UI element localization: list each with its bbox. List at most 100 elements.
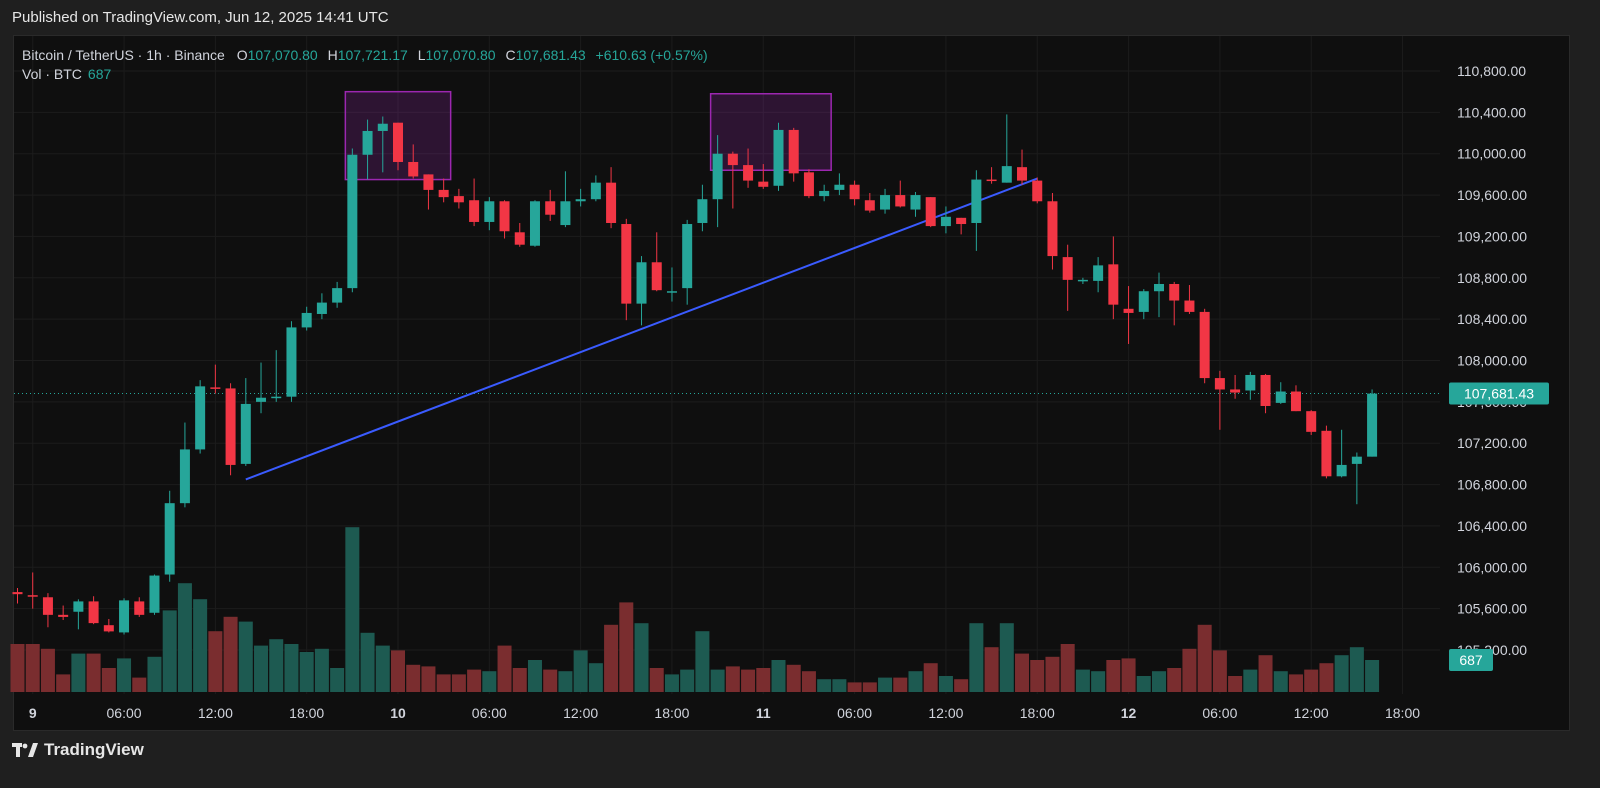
y-tick-label: 108,400.00 <box>1457 311 1527 327</box>
y-tick-label: 109,600.00 <box>1457 187 1527 203</box>
candle <box>1367 389 1378 457</box>
close-value: 107,681.43 <box>515 47 586 63</box>
x-tick-label: 06:00 <box>1202 705 1237 721</box>
candle-body <box>880 195 891 210</box>
y-tick-label: 110,400.00 <box>1457 104 1526 120</box>
candle-body <box>621 224 632 304</box>
volume-label[interactable]: Vol · BTC <box>22 66 82 82</box>
candle <box>240 378 251 466</box>
volume-bar <box>1152 671 1166 692</box>
candle-body <box>849 184 860 200</box>
candle-body <box>727 153 738 166</box>
volume-bar <box>208 631 223 692</box>
candle <box>393 122 403 171</box>
candle-body <box>27 595 38 597</box>
candle <box>773 122 784 191</box>
candle <box>1336 429 1347 478</box>
candle-body <box>347 154 358 289</box>
candle-body <box>225 388 236 465</box>
candle <box>712 135 723 228</box>
candle <box>575 188 586 207</box>
candle <box>758 164 769 189</box>
candle-body <box>1123 308 1134 313</box>
volume-bar <box>1136 676 1151 692</box>
candle <box>119 598 130 635</box>
volume-bar <box>588 663 603 692</box>
candle <box>1199 308 1210 384</box>
candle <box>332 281 343 308</box>
candle <box>12 587 23 604</box>
volume-bar <box>284 644 299 692</box>
candle-body <box>1275 391 1286 403</box>
candle-body <box>12 592 23 595</box>
volume-bar <box>1045 656 1060 692</box>
candle <box>1275 382 1286 404</box>
volume-bar <box>299 652 314 692</box>
candle-body <box>393 122 403 162</box>
volume-badge <box>1449 649 1493 671</box>
candle-body <box>575 199 586 202</box>
volume-bar <box>1258 655 1273 692</box>
symbol-label[interactable]: Bitcoin / TetherUS · 1h · Binance <box>22 47 225 63</box>
candle-body <box>423 174 434 190</box>
x-tick-label: 9 <box>29 705 37 721</box>
volume-bar <box>117 658 132 692</box>
volume-bar <box>1030 660 1045 692</box>
candle-body <box>1001 166 1012 183</box>
volume-bar <box>1243 669 1258 692</box>
chart-frame[interactable] <box>13 35 1570 731</box>
volume-legend: Vol · BTC 687 <box>22 66 111 82</box>
volume-bar <box>527 660 542 692</box>
candle-body <box>1214 378 1225 390</box>
volume-bar <box>512 668 527 692</box>
volume-bar <box>695 631 710 692</box>
candle <box>423 174 434 210</box>
candle-body <box>803 172 814 197</box>
volume-bar <box>1212 650 1227 692</box>
candle <box>895 180 906 208</box>
candle-body <box>788 129 799 174</box>
candle <box>438 178 449 203</box>
candle-body <box>316 302 327 314</box>
volume-bar <box>862 682 877 692</box>
volume-bar <box>147 656 162 692</box>
candle-body <box>1290 391 1301 412</box>
candle <box>1123 286 1134 344</box>
volume-bar <box>25 644 40 692</box>
candle <box>1321 425 1332 479</box>
candle-body <box>956 217 967 225</box>
candle-body <box>164 503 175 575</box>
volume-bar <box>1075 669 1090 692</box>
candle-body <box>332 288 343 303</box>
tradingview-brand[interactable]: TradingView <box>12 740 144 760</box>
volume-bar <box>1288 674 1303 692</box>
candle <box>1214 370 1225 430</box>
volume-bar <box>604 624 619 692</box>
x-tick-label: 06:00 <box>107 705 142 721</box>
candle <box>940 206 951 234</box>
candle <box>42 593 53 628</box>
candle <box>134 597 145 617</box>
candle-body <box>1367 393 1378 457</box>
volume-bar <box>467 669 482 692</box>
candle <box>1169 281 1180 326</box>
candle <box>469 178 480 227</box>
volume-bar <box>1182 648 1197 692</box>
candle-body <box>682 224 693 289</box>
candle-body <box>1199 311 1210 379</box>
volume-bar <box>10 644 25 692</box>
candle <box>788 127 799 182</box>
volume-bar <box>40 648 55 692</box>
candle <box>286 321 297 402</box>
volume-bar <box>451 674 466 692</box>
last-price-badge <box>1449 382 1549 405</box>
candle <box>58 605 69 621</box>
brand-label: TradingView <box>44 740 144 759</box>
y-tick-label: 106,800.00 <box>1457 477 1527 493</box>
candle-body <box>1108 264 1119 305</box>
candle <box>956 217 967 235</box>
volume-layer <box>10 527 1380 692</box>
volume-bar <box>1228 676 1243 692</box>
candle-body <box>499 201 510 232</box>
